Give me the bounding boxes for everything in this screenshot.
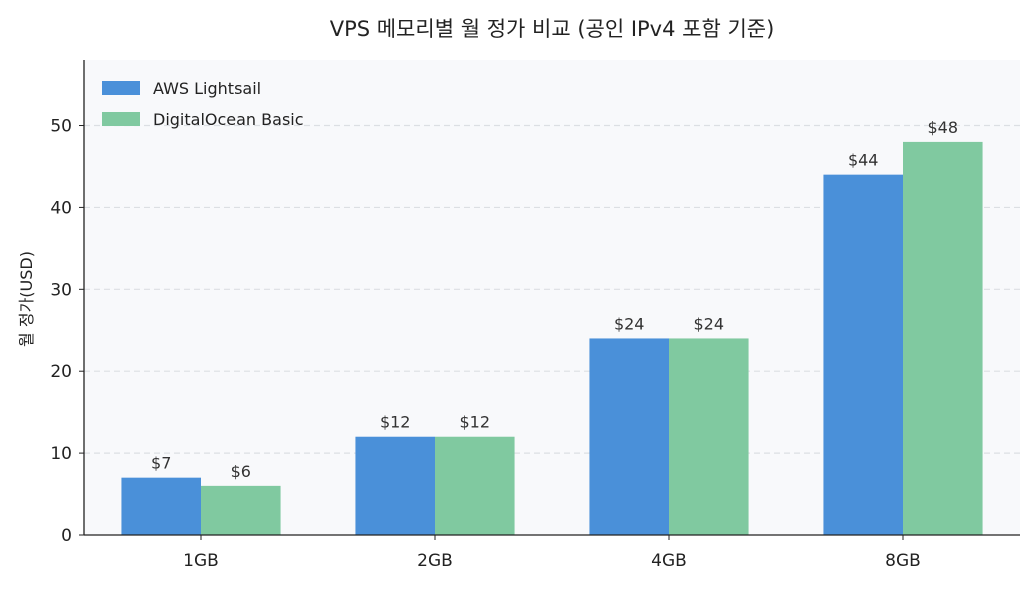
y-tick-label: 50 (50, 117, 72, 137)
bar-value-label: $12 (380, 413, 411, 432)
bar-value-label: $44 (848, 151, 879, 170)
chart-title: VPS 메모리별 월 정가 비교 (공인 IPv4 포함 기준) (330, 17, 775, 41)
y-axis-label: 월 정가(USD) (17, 251, 36, 347)
tick-labels: 0 10 20 30 40 50 1GB 2GB 4GB 8GB (50, 117, 920, 571)
bar (121, 477, 201, 535)
x-tick-label: 8GB (885, 551, 921, 571)
bar (589, 338, 669, 535)
bar (355, 436, 435, 535)
bar-value-label: $6 (231, 462, 251, 481)
bar-value-label: $12 (460, 413, 491, 432)
y-tick-label: 10 (50, 444, 72, 464)
bar (435, 436, 515, 535)
legend-swatch (102, 112, 140, 126)
legend-label: AWS Lightsail (153, 79, 261, 98)
legend-swatch (102, 81, 140, 95)
x-tick-label: 4GB (651, 551, 687, 571)
bar (823, 174, 903, 536)
legend-label: DigitalOcean Basic (153, 110, 304, 129)
bar-value-label: $24 (614, 314, 645, 333)
x-tick-label: 1GB (183, 551, 219, 571)
bar (201, 485, 281, 535)
y-tick-label: 40 (50, 198, 72, 218)
axes (83, 60, 1020, 536)
y-tick-label: 20 (50, 362, 72, 382)
bar (669, 338, 749, 535)
bar-value-label: $24 (694, 314, 725, 333)
x-tick-label: 2GB (417, 551, 453, 571)
bars (121, 141, 983, 536)
bar-value-label: $48 (928, 118, 959, 137)
legend: AWS Lightsail DigitalOcean Basic (102, 79, 304, 129)
bar (903, 141, 983, 535)
y-tick-label: 30 (50, 280, 72, 300)
data-labels: $7 $6 $12 $12 $24 $24 $44 $48 (151, 118, 958, 481)
y-tick-label: 0 (61, 526, 72, 546)
bar-value-label: $7 (151, 454, 171, 473)
